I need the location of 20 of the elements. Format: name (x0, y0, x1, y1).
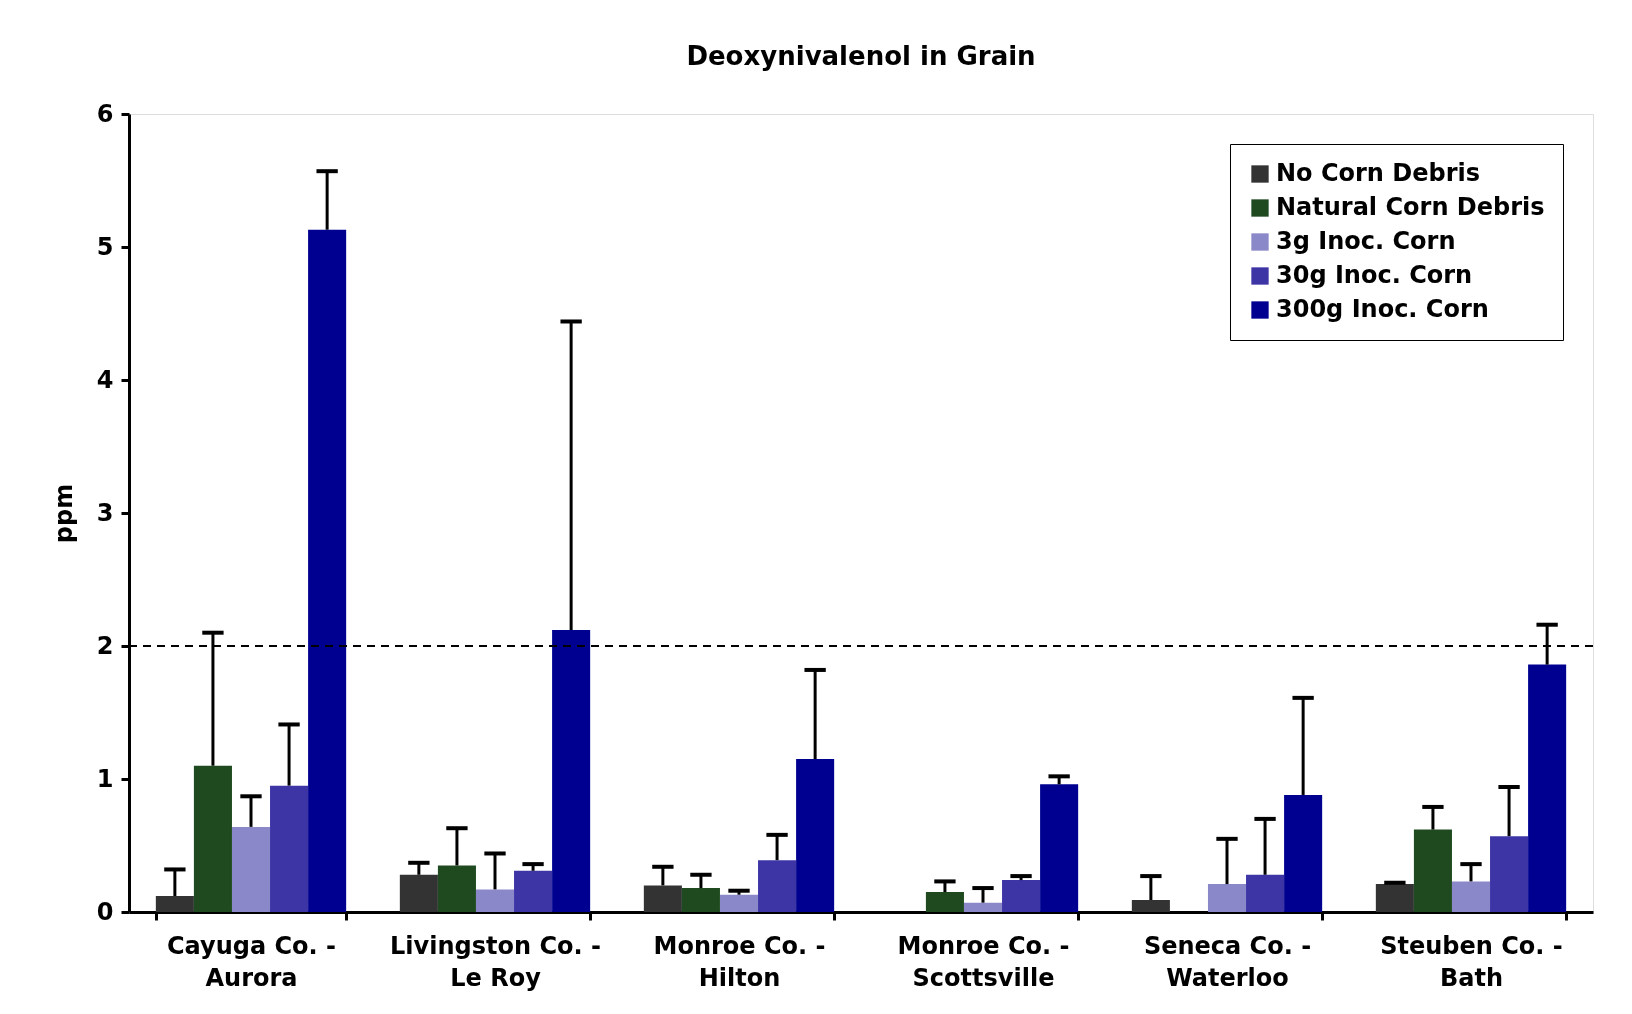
legend-label: 300g Inoc. Corn (1276, 295, 1489, 323)
y-tick-label: 3 (96, 498, 114, 527)
legend-label: 3g Inoc. Corn (1276, 227, 1456, 255)
x-tick-label: Monroe Co. - Hilton (653, 931, 826, 992)
y-tick-label: 4 (96, 365, 114, 394)
x-tick-label: Cayuga Co. - Aurora (166, 931, 337, 992)
y-tick-label: 2 (96, 631, 114, 660)
y-tick-label: 5 (96, 232, 114, 261)
legend-label: Natural Corn Debris (1276, 193, 1545, 221)
y-tick-label: 1 (96, 764, 114, 793)
y-tick-label: 6 (96, 99, 114, 128)
x-tick-label: Monroe Co. - Scottsville (897, 931, 1070, 992)
x-tick-label: Livingston Co. - Le Roy (390, 931, 601, 992)
y-tick-label: 0 (96, 897, 114, 926)
chart-title: Deoxynivalenol in Grain (686, 41, 1036, 71)
x-tick-label: Seneca Co. - Waterloo (1143, 931, 1312, 992)
x-tick-label: Steuben Co. - Bath (1380, 931, 1563, 992)
y-axis-title: ppm (49, 483, 78, 544)
legend-label: 30g Inoc. Corn (1276, 261, 1473, 289)
legend-label: No Corn Debris (1276, 159, 1481, 187)
